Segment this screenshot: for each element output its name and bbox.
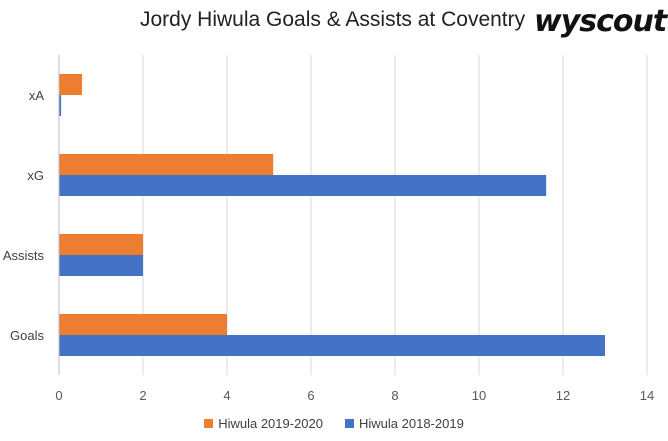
legend-swatch-orange	[204, 419, 214, 428]
x-tick-label-14: 14	[640, 388, 654, 403]
bar-goals-series-1	[59, 335, 605, 356]
y-category-label-goals: Goals	[10, 328, 44, 343]
bar-xg-series-0	[59, 154, 274, 175]
chart-title: Jordy Hiwula Goals & Assists at Coventry	[140, 8, 526, 31]
bar-xa-series-0	[59, 74, 83, 95]
y-category-label-xg: xG	[27, 168, 44, 183]
bar-assists-series-1	[59, 255, 143, 276]
legend-item-2018-2019: Hiwula 2018-2019	[345, 416, 464, 431]
wyscout-logo: wyscout	[534, 4, 667, 39]
bar-xa-series-1	[59, 95, 62, 116]
x-tick-label-6: 6	[307, 388, 314, 403]
legend: Hiwula 2019-2020 Hiwula 2018-2019	[0, 416, 668, 431]
x-tick-label-4: 4	[223, 388, 230, 403]
bar-assists-series-0	[59, 234, 143, 255]
bar-xg-series-1	[59, 175, 547, 196]
legend-label-2019-2020: Hiwula 2019-2020	[218, 416, 323, 431]
legend-swatch-blue	[345, 419, 354, 428]
x-tick-label-10: 10	[472, 388, 486, 403]
x-tick-label-8: 8	[391, 388, 398, 403]
y-category-label-xa: xA	[29, 88, 45, 103]
legend-item-2019-2020: Hiwula 2019-2020	[204, 416, 323, 431]
x-tick-label-0: 0	[55, 388, 62, 403]
legend-label-2018-2019: Hiwula 2018-2019	[359, 416, 464, 431]
y-category-label-assists: Assists	[3, 248, 45, 263]
bar-goals-series-0	[59, 314, 227, 335]
x-tick-label-2: 2	[139, 388, 146, 403]
x-tick-label-12: 12	[556, 388, 570, 403]
